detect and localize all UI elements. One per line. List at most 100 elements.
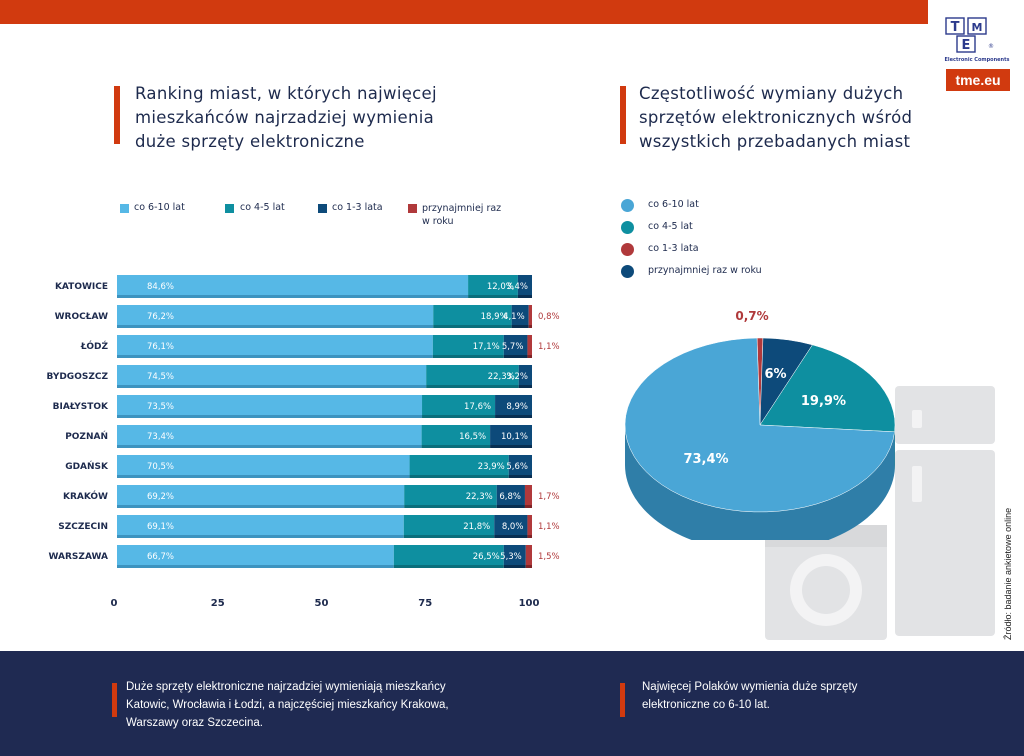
svg-text:®: ® bbox=[988, 43, 994, 50]
bar-segment bbox=[490, 425, 532, 445]
bar-value-label: 17,1% bbox=[473, 342, 500, 352]
bar-segment bbox=[117, 275, 469, 295]
pie-legend-swatch-610 bbox=[621, 199, 634, 212]
bar-segment-shadow bbox=[404, 505, 497, 508]
url-badge[interactable]: tme.eu bbox=[946, 69, 1010, 91]
bar-segment bbox=[494, 515, 528, 535]
bar-value-label: 1,5% bbox=[538, 552, 560, 562]
bar-segment bbox=[517, 275, 532, 295]
legend-swatch-45 bbox=[225, 204, 234, 213]
left-title-line-2: mieszkańców najrzadziej wymienia bbox=[135, 108, 435, 127]
bar-segment bbox=[518, 365, 532, 385]
bar-value-label: 12,0% bbox=[487, 282, 514, 292]
bar-value-label: 76,2% bbox=[147, 312, 174, 322]
pie-slice-label: 19,9% bbox=[801, 394, 846, 409]
bar-segment-shadow bbox=[527, 535, 532, 538]
footer-panel: Duże sprzęty elektroniczne najrzadziej w… bbox=[0, 651, 1024, 756]
bar-segment-shadow bbox=[525, 565, 532, 568]
city-label: POZNAŃ bbox=[65, 430, 108, 442]
bar-segment-shadow bbox=[422, 415, 496, 418]
bar-value-label: 22,3% bbox=[488, 372, 515, 382]
bar-segment bbox=[117, 335, 433, 355]
bar-segment bbox=[503, 545, 526, 565]
logo-subtitle: Electronic Components bbox=[944, 57, 1010, 63]
bar-segment bbox=[433, 305, 512, 325]
bar-segment bbox=[409, 455, 509, 475]
footer-right-accent bbox=[620, 683, 625, 717]
city-label: BYDGOSZCZ bbox=[46, 372, 108, 382]
city-label: KRAKÓW bbox=[63, 490, 108, 502]
bar-segment bbox=[117, 515, 404, 535]
svg-text:E: E bbox=[962, 38, 971, 53]
bar-segment-shadow bbox=[468, 295, 518, 298]
bar-segment-shadow bbox=[433, 325, 512, 328]
pie-slice bbox=[759, 344, 896, 433]
bar-value-label: 10,1% bbox=[501, 432, 528, 442]
bar-value-label: 8,9% bbox=[506, 402, 528, 412]
bar-segment-shadow bbox=[524, 505, 532, 508]
bar-segment bbox=[117, 305, 434, 325]
bar-value-label: 5,7% bbox=[502, 342, 524, 352]
tme-logo: T M E ® bbox=[945, 17, 994, 53]
footer-right-line-2: elektroniczne co 6-10 lat. bbox=[642, 699, 770, 711]
bar-segment bbox=[117, 485, 405, 505]
bar-segment-shadow bbox=[409, 475, 509, 478]
legend-swatch-13 bbox=[318, 204, 327, 213]
bar-segment bbox=[117, 425, 422, 445]
pie-legend-swatch-13 bbox=[621, 243, 634, 256]
bar-segment-shadow bbox=[508, 475, 532, 478]
bar-segment-shadow bbox=[117, 445, 422, 448]
bar-value-label: 4,1% bbox=[503, 312, 525, 322]
bar-value-label: 73,4% bbox=[147, 432, 174, 442]
footer-left-line-1: Duże sprzęty elektroniczne najrzadziej w… bbox=[126, 681, 446, 693]
bar-value-label: 76,1% bbox=[147, 342, 174, 352]
city-label: WARSZAWA bbox=[49, 552, 109, 562]
bar-segment-shadow bbox=[117, 415, 423, 418]
bar-segment bbox=[403, 515, 495, 535]
legend-label-45: co 4-5 lat bbox=[240, 202, 285, 213]
footer-left-text: Duże sprzęty elektroniczne najrzadziej w… bbox=[126, 678, 449, 732]
city-label: WROCŁAW bbox=[55, 312, 108, 322]
bar-segment-shadow bbox=[421, 445, 491, 448]
bar-segment-shadow bbox=[426, 385, 519, 388]
bar-segment-shadow bbox=[528, 325, 532, 328]
bar-segment-shadow bbox=[494, 535, 528, 538]
bar-segment-shadow bbox=[496, 505, 525, 508]
bar-value-label: 23,9% bbox=[478, 462, 505, 472]
bar-segment-shadow bbox=[117, 385, 427, 388]
source-note: Źródło: badanie ankietowe online bbox=[1003, 507, 1013, 640]
bar-segment-shadow bbox=[511, 325, 529, 328]
bar-chart: KATOWICE 84,6% 12,0%3,4% WROCŁAW 76,2% 18,9%4… bbox=[46, 275, 560, 609]
pie-slice-side bbox=[625, 425, 895, 540]
bar-value-label: 0,8% bbox=[538, 312, 560, 322]
bar-value-label: 73,5% bbox=[147, 402, 174, 412]
bar-value-label: 1,1% bbox=[538, 522, 560, 532]
legend-swatch-610 bbox=[120, 204, 129, 213]
x-tick-label: 0 bbox=[111, 598, 118, 609]
legend-label-610: co 6-10 lat bbox=[134, 202, 185, 213]
bar-value-label: 69,2% bbox=[147, 492, 174, 502]
footer-right-line-1: Najwięcej Polaków wymienia duże sprzęty bbox=[642, 681, 858, 693]
bar-segment bbox=[495, 395, 532, 415]
bar-value-label: 22,3% bbox=[466, 492, 493, 502]
footer-left-accent bbox=[112, 683, 117, 717]
bar-segment bbox=[511, 305, 529, 325]
pie-legend-label-13: co 1-3 lata bbox=[648, 243, 699, 254]
bar-segment bbox=[503, 335, 528, 355]
bar-segment bbox=[117, 545, 394, 565]
bar-segment bbox=[422, 395, 496, 415]
left-title-accent bbox=[114, 86, 120, 144]
bar-segment bbox=[508, 455, 532, 475]
bar-value-label: 5,6% bbox=[506, 462, 528, 472]
city-label: SZCZECIN bbox=[58, 522, 108, 532]
pie-legend-label-45: co 4-5 lat bbox=[648, 221, 693, 232]
city-label: KATOWICE bbox=[55, 282, 108, 292]
bar-value-label: 84,6% bbox=[147, 282, 174, 292]
bar-value-label: 3,2% bbox=[506, 372, 528, 382]
legend-label-13: co 1-3 lata bbox=[332, 202, 383, 213]
pie-legend-label-610: co 6-10 lat bbox=[648, 199, 699, 210]
pie-legend-swatch-year bbox=[621, 265, 634, 278]
bar-value-label: 1,7% bbox=[538, 492, 560, 502]
bar-segment-shadow bbox=[393, 565, 504, 568]
bar-segment-shadow bbox=[117, 475, 410, 478]
